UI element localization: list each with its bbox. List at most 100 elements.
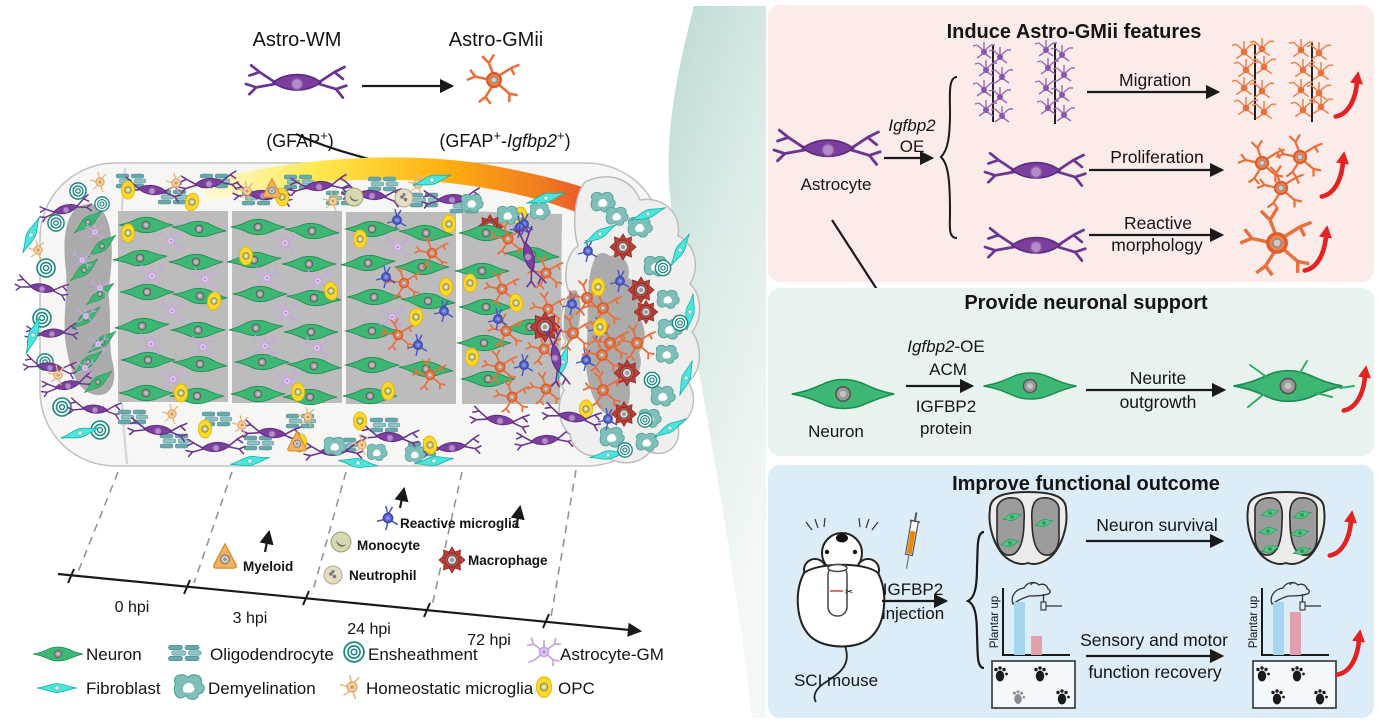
up-arrow-icon [510, 504, 525, 529]
neuron-survival-row: Neuron survival [988, 491, 1358, 565]
reactive-label-line1: Reactive [1124, 213, 1192, 233]
neutrophil-icon [394, 188, 414, 208]
neuron-icon [32, 646, 84, 662]
neuron-with-neurites-icon [1232, 360, 1355, 408]
injury-site [540, 176, 701, 464]
sci-mouse-label: SCI mouse [794, 671, 878, 690]
up-arrow-icon [259, 529, 274, 553]
monocyte-icon [330, 531, 352, 553]
legend-label: OPC [558, 679, 595, 698]
migration-label: Migration [1119, 70, 1191, 90]
proliferation-label: Proliferation [1110, 147, 1203, 167]
legend-label: Ensheathment [368, 645, 478, 664]
fibroblast-icon [36, 683, 78, 693]
behavior-recovery-row: Plantar up Sensory and motor function re… [989, 581, 1367, 709]
bar-blue [1014, 602, 1025, 655]
panel-induce-bg [768, 5, 1374, 282]
spinal-cord-section-icon [988, 491, 1068, 565]
panel-neuronal-support: Provide neuronal support Neuron Igfbp2-O… [768, 288, 1374, 456]
igfbp2-oe-gene-label: Igfbp2 [888, 116, 936, 135]
macrophage-label: Macrophage [468, 553, 548, 568]
axis-ticks [67, 568, 550, 629]
monocyte-label: Monocyte [357, 538, 420, 553]
reactive-microglia-label: Reactive microglia [400, 516, 520, 531]
plantar-axis-label: Plantar up [1248, 596, 1260, 648]
legend-label: Neuron [86, 645, 142, 664]
legend-label: Astrocyte-GM [560, 645, 664, 664]
scissors-icon: ✂ [845, 587, 853, 598]
spinal-cord-section-icon [1246, 491, 1326, 565]
bar-pink [1290, 612, 1301, 655]
neuron-label: Neuron [808, 422, 864, 441]
igfbp2-oe-acm-label: Igfbp2-OE [907, 337, 985, 356]
legend-label: Oligodendrocyte [210, 645, 334, 664]
neurite-label-line1: Neurite [1130, 368, 1186, 388]
panel-functional-outcome: Improve functional outcome ✂ SCI mouse [768, 465, 1374, 718]
left-diagram: Astro-WM Astro-GMii (GFAP+) (GFAP+-Igfbp… [13, 29, 701, 701]
plantar-test-chart-pre: Plantar up [989, 581, 1070, 656]
reactive-microglia-icon [376, 505, 399, 531]
astrocyte-label: Astrocyte [801, 175, 872, 194]
igfbp2-protein-label-line2: protein [920, 419, 972, 438]
cord-cross-section-cap [13, 171, 123, 443]
divider-end [550, 469, 577, 618]
injection-label-line1: IGFBP2 [883, 580, 943, 599]
legend-label: Homeostatic microglia [366, 679, 534, 698]
monocyte-icon [344, 187, 364, 207]
panel-outcome-title: Improve functional outcome [952, 473, 1220, 495]
myeloid-label: Myeloid [243, 559, 293, 574]
astro-wm-label: Astro-WM [253, 29, 342, 51]
divider-0hpi [77, 471, 119, 573]
plantar-test-chart-post: Plantar up [1248, 581, 1329, 656]
proliferation-row: Proliferation [983, 133, 1351, 211]
astrocyte-gm-icon [526, 636, 562, 668]
gfap-igfbp2-marker-label: (GFAP+-Igfbp2+) [439, 128, 570, 151]
opc-icon [535, 676, 553, 698]
timeline-annotations: Myeloid Monocyte Neutrophil Reactive mic… [213, 486, 548, 585]
neurite-label-line2: outgrowth [1120, 392, 1197, 412]
neutrophil-label: Neutrophil [349, 568, 417, 583]
legend-label: Fibroblast [86, 679, 161, 698]
plantar-axis-label: Plantar up [989, 596, 1001, 648]
magnifier-wedge [668, 6, 766, 718]
divider-3hpi [193, 471, 233, 584]
footprint-box-pre [991, 660, 1076, 709]
divider-24hpi [311, 471, 347, 595]
reactive-label-line2: morphology [1111, 235, 1203, 255]
divider-72hpi [431, 471, 463, 607]
timeline-axis: 0 hpi 3 hpi 24 hpi 72 hpi Myeloid Monocy… [57, 469, 643, 649]
macrophage-icon [438, 546, 466, 574]
migration-row: Migration [972, 37, 1365, 124]
astro-gmii-label: Astro-GMii [449, 29, 543, 51]
panel-support-title: Provide neuronal support [964, 292, 1208, 314]
igfbp2-protein-label-line1: IGFBP2 [916, 397, 976, 416]
outcome-bracket [965, 530, 985, 670]
injection-label-line2: injection [882, 604, 944, 623]
panel-induce-features: Induce Astro-GMii features Astrocyte Igf… [768, 5, 1374, 282]
gfap-marker-label: (GFAP+) [266, 128, 334, 151]
time-axis-line [57, 572, 643, 637]
demyelination-icon [173, 673, 206, 701]
reactive-morphology-row: Reactive morphology [983, 206, 1334, 277]
bar-blue [1273, 602, 1284, 655]
sci-mouse-icon: ✂ [796, 517, 886, 703]
astro-wm-icon [244, 63, 348, 99]
tick-label-24hpi: 24 hpi [347, 621, 391, 638]
oe-label: OE [900, 137, 925, 156]
cell-legend: Neuron Oligodendrocyte Ensheathment Astr… [32, 636, 664, 701]
tick-label-3hpi: 3 hpi [233, 610, 268, 627]
homeostatic-microglia-icon [339, 674, 360, 700]
footprint-box-post [1252, 660, 1337, 709]
ensheathment-icon [343, 641, 365, 663]
up-arrow-icon [394, 486, 409, 509]
neuron-survival-label: Neuron survival [1096, 515, 1218, 535]
neutrophil-icon [323, 565, 343, 585]
legend-label: Demyelination [208, 679, 316, 698]
recovery-label-line2: function recovery [1088, 662, 1222, 682]
astro-gmii-icon [465, 53, 521, 106]
panel-support-bg [768, 288, 1374, 456]
acm-label: ACM [929, 360, 967, 379]
spinal-cord-illustration [13, 157, 701, 471]
